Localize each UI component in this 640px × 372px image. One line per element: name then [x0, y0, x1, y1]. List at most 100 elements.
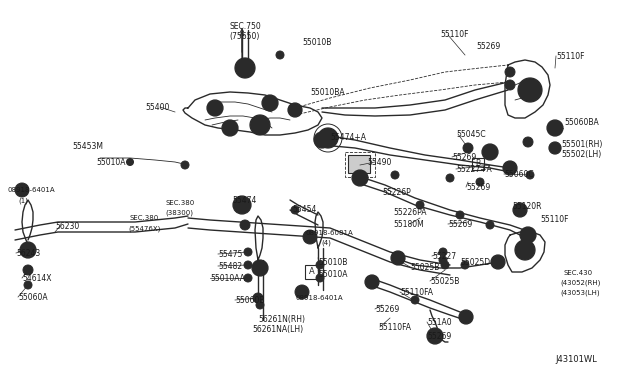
Circle shape [291, 206, 299, 214]
Circle shape [508, 82, 513, 88]
Text: 55501(RH): 55501(RH) [561, 140, 602, 149]
Text: 55110FA: 55110FA [378, 323, 411, 332]
Text: 55010AA: 55010AA [210, 274, 245, 283]
Text: 55453M: 55453M [72, 142, 103, 151]
Circle shape [441, 250, 445, 254]
Circle shape [491, 255, 505, 269]
Circle shape [295, 285, 309, 299]
Circle shape [318, 263, 322, 267]
Circle shape [439, 256, 447, 264]
Circle shape [524, 231, 532, 239]
Circle shape [256, 264, 264, 272]
Circle shape [463, 314, 469, 320]
Circle shape [503, 161, 517, 175]
Text: 55060C: 55060C [504, 170, 534, 179]
Circle shape [127, 158, 134, 166]
Circle shape [549, 142, 561, 154]
Text: 55474: 55474 [232, 196, 257, 205]
Circle shape [513, 203, 527, 217]
Circle shape [235, 58, 255, 78]
Text: 55120R: 55120R [512, 202, 541, 211]
Circle shape [526, 171, 534, 179]
Circle shape [524, 84, 536, 96]
Text: 55010A: 55010A [318, 270, 348, 279]
Circle shape [482, 144, 498, 160]
Circle shape [427, 328, 443, 344]
Circle shape [508, 69, 513, 75]
Circle shape [520, 227, 536, 243]
Circle shape [207, 100, 223, 116]
Circle shape [250, 115, 270, 135]
Circle shape [316, 274, 324, 282]
Circle shape [458, 213, 462, 217]
Text: 55454: 55454 [292, 205, 316, 214]
Circle shape [478, 180, 482, 184]
Text: 55010B: 55010B [318, 258, 348, 267]
Circle shape [505, 80, 515, 90]
Circle shape [318, 276, 322, 280]
Circle shape [314, 132, 330, 148]
Text: 55269: 55269 [375, 305, 399, 314]
Circle shape [128, 160, 132, 164]
Circle shape [240, 220, 250, 230]
Circle shape [318, 128, 338, 148]
Text: 56261NA(LH): 56261NA(LH) [252, 325, 303, 334]
Text: 54614X: 54614X [22, 274, 51, 283]
Circle shape [495, 259, 501, 265]
Circle shape [253, 293, 263, 303]
Circle shape [255, 120, 265, 130]
Text: 56261N(RH): 56261N(RH) [258, 315, 305, 324]
Circle shape [233, 196, 251, 214]
Circle shape [448, 176, 452, 180]
Text: SEC.380: SEC.380 [130, 215, 159, 221]
Circle shape [262, 95, 278, 111]
Circle shape [288, 103, 302, 117]
Circle shape [255, 295, 260, 301]
Text: 55269: 55269 [427, 332, 451, 341]
Text: A: A [309, 267, 315, 276]
Circle shape [226, 124, 234, 132]
Text: 55226PA: 55226PA [393, 208, 426, 217]
Circle shape [461, 261, 469, 269]
Circle shape [211, 104, 219, 112]
Text: (4): (4) [321, 240, 331, 247]
Text: 55025B: 55025B [410, 263, 440, 272]
Text: 55110F: 55110F [440, 30, 468, 39]
Circle shape [222, 120, 238, 136]
Circle shape [552, 145, 558, 151]
Circle shape [520, 245, 530, 255]
Circle shape [391, 251, 405, 265]
Text: N: N [307, 234, 313, 240]
Text: 55475: 55475 [218, 250, 243, 259]
Circle shape [517, 207, 523, 213]
Text: 55269: 55269 [448, 220, 472, 229]
Text: 55110F: 55110F [540, 215, 568, 224]
Circle shape [244, 248, 252, 256]
Text: 55502(LH): 55502(LH) [561, 150, 601, 159]
Circle shape [525, 139, 531, 145]
Circle shape [463, 263, 467, 267]
Circle shape [551, 124, 559, 132]
Circle shape [243, 222, 248, 228]
Circle shape [441, 258, 445, 262]
Text: 55060A: 55060A [18, 293, 47, 302]
Circle shape [246, 263, 250, 267]
Text: SEC.750
(75650): SEC.750 (75650) [229, 22, 261, 41]
Text: 55060BA: 55060BA [564, 118, 599, 127]
Circle shape [352, 170, 368, 186]
Text: 55269: 55269 [476, 42, 500, 51]
Circle shape [323, 133, 333, 143]
Circle shape [456, 211, 464, 219]
Circle shape [365, 275, 379, 289]
Circle shape [244, 274, 252, 282]
Circle shape [418, 203, 422, 207]
Circle shape [465, 145, 471, 151]
Circle shape [252, 260, 268, 276]
Circle shape [416, 201, 424, 209]
Text: (43053(LH): (43053(LH) [560, 290, 600, 296]
Text: (43052(RH): (43052(RH) [560, 280, 600, 286]
Circle shape [441, 261, 449, 269]
Circle shape [459, 310, 473, 324]
Text: 56230: 56230 [55, 222, 79, 231]
Circle shape [488, 223, 492, 227]
